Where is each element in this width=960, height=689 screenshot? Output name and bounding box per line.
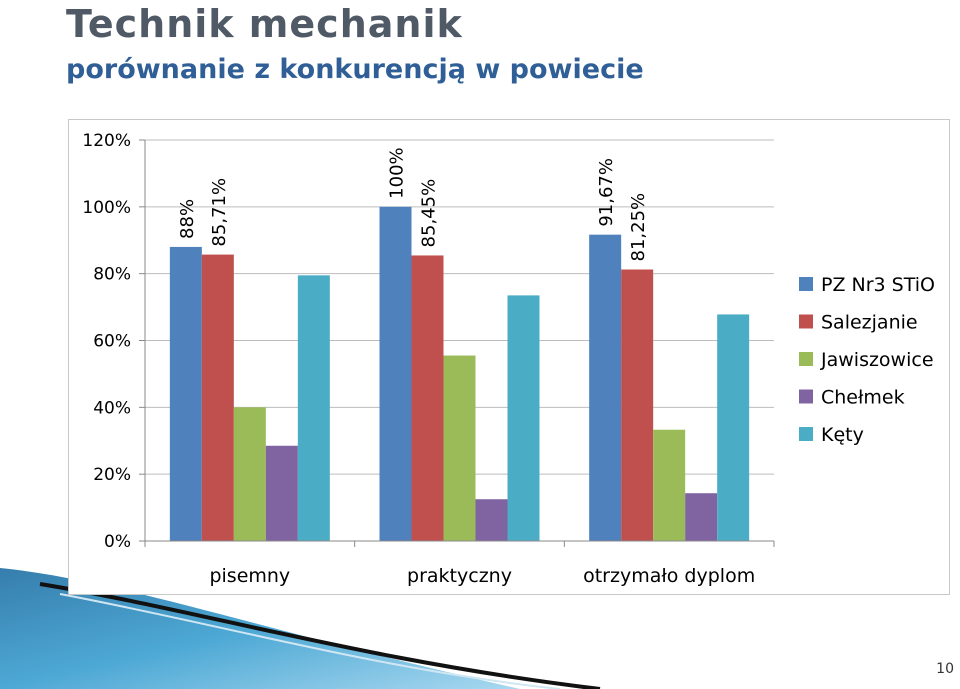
legend-label: PZ Nr3 STiO (821, 274, 935, 296)
y-tick-label: 60% (93, 332, 131, 352)
bar (507, 295, 540, 541)
x-category-label: otrzymało dyplom (583, 565, 755, 587)
legend-label: Chełmek (821, 387, 905, 409)
legend-swatch (799, 427, 813, 441)
data-label: 100% (387, 147, 408, 198)
legend-swatch (799, 314, 813, 329)
bar (297, 275, 330, 541)
data-label: 91,67% (596, 158, 617, 227)
bar (411, 255, 444, 541)
x-category-label: pisemny (209, 565, 290, 587)
legend-label: Salezjanie (821, 312, 918, 334)
slide-title: Technik mechanik (66, 2, 463, 46)
x-category-label: praktyczny (407, 565, 512, 587)
legend-swatch (799, 352, 813, 366)
bar (589, 234, 622, 541)
legend-label: Kęty (821, 424, 864, 446)
y-tick-label: 40% (93, 398, 131, 418)
y-tick-label: 120% (82, 131, 131, 151)
bar (685, 493, 718, 541)
data-label: 85,71% (209, 178, 230, 247)
bar (443, 355, 476, 541)
slide-subtitle: porównanie z konkurencją w powiecie (66, 54, 644, 85)
y-tick-label: 100% (82, 198, 131, 218)
bar (233, 407, 266, 541)
decorative-wave (0, 568, 601, 689)
bar (475, 499, 508, 541)
y-tick-label: 0% (104, 532, 131, 552)
chart-area: 0% 20% 40% 60% 80% 100% 120% pisemny praktyczny o… (68, 119, 950, 595)
data-label: 85,45% (419, 179, 440, 248)
bar (201, 254, 234, 541)
y-tick-label: 80% (93, 265, 131, 285)
legend-label: Jawiszowice (820, 349, 934, 371)
y-tick-label: 20% (93, 465, 131, 485)
bar (379, 206, 412, 541)
legend-swatch (799, 277, 813, 291)
data-label: 81,25% (628, 193, 649, 262)
page-number: 10 (936, 661, 954, 677)
bar-chart: 0% 20% 40% 60% 80% 100% 120% pisemny praktyczny o… (82, 131, 935, 587)
bar (169, 246, 202, 541)
data-label: 88% (177, 199, 198, 239)
legend-swatch (799, 389, 813, 404)
bar (265, 445, 298, 541)
bar (717, 314, 750, 541)
bar (653, 429, 686, 541)
bar (621, 269, 654, 541)
